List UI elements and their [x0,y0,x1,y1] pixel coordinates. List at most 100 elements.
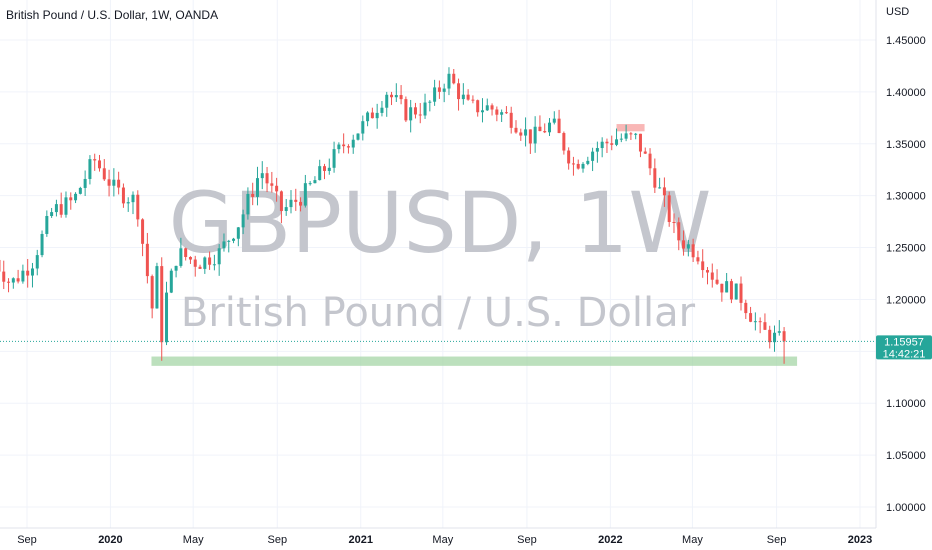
candle-body [600,141,604,149]
candle-body [524,129,528,136]
candle-body [145,243,149,277]
candle-body [409,107,413,121]
candle-body [533,126,537,144]
candle-body [313,180,317,184]
time-axis[interactable]: Sep 2020 May Sep 2021 May Sep 2022 May Sep 2023 [17,534,872,546]
candle-body [246,193,250,215]
candle-body [404,99,408,121]
candle-body [255,178,259,197]
candle-body [763,322,767,330]
candle-body [107,179,111,186]
candle-body [662,187,666,196]
candle-body [595,148,599,152]
candle-body [500,112,504,115]
candle-body [720,283,724,293]
candle-body [117,179,121,188]
candle-body [165,292,169,343]
candle-body [442,88,446,92]
candle-body [509,112,513,128]
candle-body [586,160,590,164]
candle-body [605,141,609,144]
candle-body [78,187,82,194]
candle-body [141,219,145,244]
candle-body [74,193,78,201]
candle-body [562,133,566,151]
candle-body [323,166,326,171]
candle-body [691,244,695,258]
candle-body [394,95,398,98]
candle-body [136,194,140,220]
candle-body [174,265,178,271]
candle-body [519,132,523,136]
resistance-zone[interactable] [616,124,645,132]
candle-body [490,105,494,110]
candle-body [423,102,427,116]
candle-body [485,105,489,111]
candle-body [447,73,451,89]
last-price-value: 1.15957 [884,336,924,348]
candle-body [112,179,116,186]
candle-body [184,248,188,258]
candle-body [279,191,283,212]
candle-body [346,146,350,148]
candle-body [710,272,714,280]
candle-body [466,94,470,100]
candle-body [299,201,303,206]
time-tick: Sep [767,534,787,546]
chart-title: British Pound / U.S. Dollar, 1W, OANDA [6,8,218,22]
candle-body [11,278,15,283]
candle-body [418,114,422,116]
candle-body [634,133,638,135]
candle-body [437,87,441,92]
candle-body [30,268,34,276]
candle-body [294,199,298,202]
time-tick: May [432,534,453,546]
candle-body [615,139,619,145]
candle-body [217,248,221,265]
candle-body [758,321,762,323]
candle-body [543,131,547,133]
candle-body [126,202,130,204]
candle-body [705,270,709,273]
candle-body [495,109,499,115]
candle-body [227,240,231,242]
candle-body [155,266,159,309]
candle-body [208,257,212,265]
candle-body [715,279,719,284]
candle-body [198,266,202,269]
candle-body [284,207,288,212]
candle-body [729,281,733,300]
countdown-timer: 14:42:21 [883,348,926,360]
candle-body [672,221,676,223]
candle-body [131,194,135,203]
candle-body [571,163,575,165]
watermark-symbol: GBPUSD, 1W [169,174,712,272]
candle-body [97,160,101,169]
candle-body [370,112,374,119]
candle-body [361,121,365,134]
candle-body [658,187,662,189]
price-tick: 1.40000 [886,87,926,99]
price-tick: 1.25000 [886,243,926,255]
candle-body [102,168,106,180]
candle-body [667,195,671,222]
candle-body [701,261,705,271]
candle-body [739,283,743,303]
candle-body [552,118,556,123]
price-tick: 1.05000 [886,450,926,462]
candles [0,67,786,364]
candle-body [380,107,384,113]
support-zone[interactable] [151,356,798,366]
candle-body [332,149,336,168]
candle-body [476,100,480,113]
time-tick: Sep [268,534,288,546]
candle-body [428,101,432,103]
time-tick: 2021 [349,534,373,546]
candle-body [318,166,322,181]
candle-body [591,151,595,161]
candle-body [538,126,542,132]
candle-body [629,133,633,135]
candle-body [749,313,753,322]
